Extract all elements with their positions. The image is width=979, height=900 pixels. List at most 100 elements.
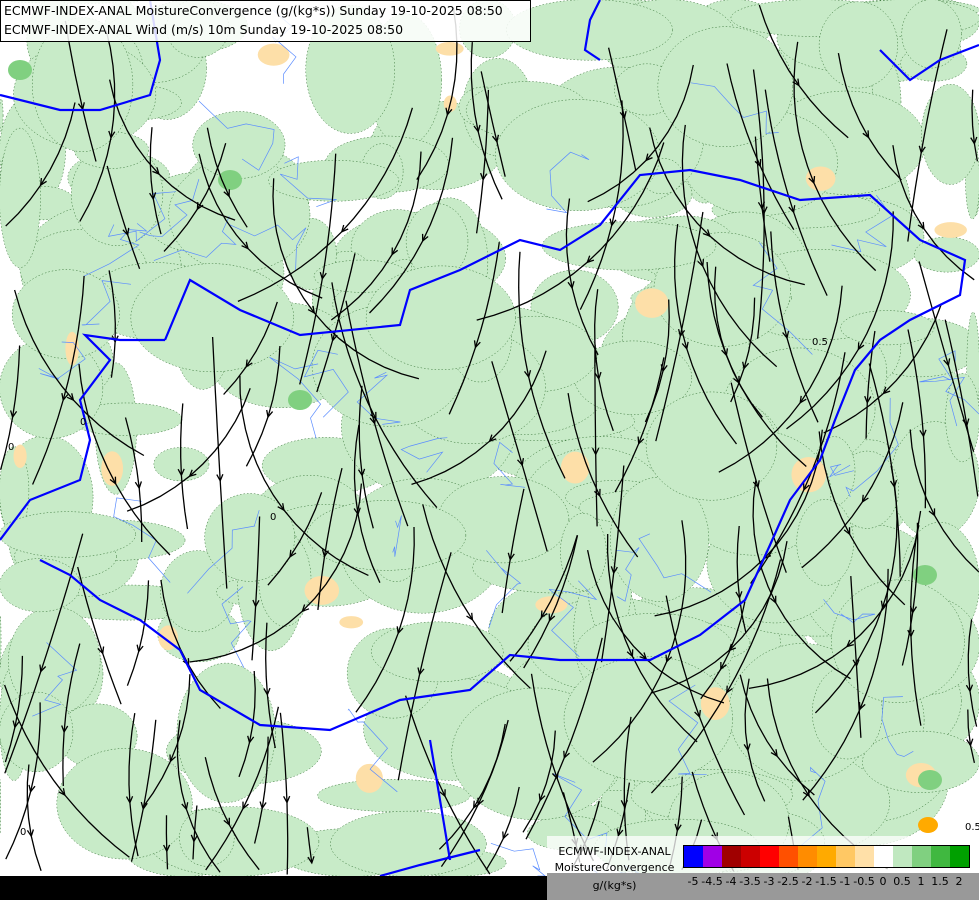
streamline <box>176 720 221 873</box>
river <box>113 497 171 583</box>
streamline-arrow <box>247 735 255 744</box>
streamline-arrow <box>259 801 267 810</box>
streamline <box>793 41 877 272</box>
streamline-arrow <box>188 469 197 478</box>
legend-tick-label: -4.5 <box>701 875 723 888</box>
legend-tick-label: 0 <box>879 875 887 888</box>
streamline-arrow <box>609 218 617 227</box>
streamline <box>944 319 979 497</box>
streamline-arrow <box>697 259 705 268</box>
legend-tick-label: -2.5 <box>777 875 799 888</box>
streamline-arrow <box>369 411 377 421</box>
streamline <box>192 805 198 860</box>
river <box>81 280 132 326</box>
streamline-arrow <box>163 844 171 853</box>
streamline <box>910 510 922 726</box>
streamline-arrow <box>245 359 253 368</box>
streamline-arrow <box>134 481 143 490</box>
streamline <box>592 520 687 763</box>
river <box>752 242 813 355</box>
streamline <box>594 289 614 432</box>
streamline-arrow <box>479 172 488 182</box>
streamline <box>485 786 520 871</box>
divergence-area <box>435 41 464 56</box>
contour-label: 0.5 <box>812 337 828 348</box>
streamline-arrow <box>857 342 865 351</box>
streamline-arrow <box>417 667 425 676</box>
legend-unit: g/(kg*s) <box>592 879 637 892</box>
streamline-arrow <box>39 178 47 187</box>
streamline <box>530 673 594 862</box>
streamline-arrow <box>970 136 978 146</box>
streamline <box>518 251 566 479</box>
legend-title-model: ECMWF-INDEX-ANAL <box>558 845 671 858</box>
streamline <box>907 29 948 242</box>
river <box>38 341 86 380</box>
rivers <box>32 9 979 876</box>
streamline-arrow <box>391 247 399 256</box>
legend-swatch <box>798 846 817 867</box>
convergence-area <box>0 558 81 613</box>
convergence-area <box>317 779 471 812</box>
streamline <box>525 637 603 840</box>
title-moisture-convergence: ECMWF-INDEX-ANAL MoistureConvergence (g/… <box>4 3 503 18</box>
streamline <box>299 153 337 385</box>
streamline <box>124 417 143 543</box>
streamline-arrow <box>742 361 750 370</box>
streamline-arrow <box>909 605 918 614</box>
streamline-arrow <box>660 364 668 373</box>
legend-tick-label: -1.5 <box>815 875 837 888</box>
legend-swatch <box>703 846 722 867</box>
streamline <box>355 526 415 713</box>
streamline-arrow <box>223 189 230 198</box>
streamline-arrow <box>882 386 891 395</box>
streamline <box>480 71 506 177</box>
streamline <box>279 712 289 875</box>
streamline <box>26 764 42 872</box>
streamline-arrow <box>674 823 682 833</box>
streamline <box>665 595 746 816</box>
convergence-area <box>901 0 962 69</box>
streamline-arrow <box>760 206 768 215</box>
country-border <box>39 168 967 732</box>
river <box>392 515 402 557</box>
streamline <box>211 336 228 589</box>
streamline <box>850 576 862 738</box>
streamline <box>128 712 139 857</box>
map-title: ECMWF-INDEX-ANAL MoistureConvergence (g/… <box>0 0 531 42</box>
streamline-arrow <box>283 795 291 804</box>
streamline <box>967 619 978 727</box>
streamline-arrow <box>319 272 327 281</box>
river <box>919 376 965 427</box>
streamline-arrow <box>140 801 148 811</box>
streamline <box>0 345 21 470</box>
river <box>546 151 590 214</box>
river <box>198 100 275 171</box>
legend-swatch <box>779 846 798 867</box>
streamline-arrow <box>770 749 778 758</box>
divergence-area <box>560 451 590 484</box>
streamline <box>126 388 251 512</box>
strong-convergence-area <box>918 770 942 790</box>
streamline <box>253 736 269 844</box>
streamline <box>744 678 766 802</box>
streamline <box>476 142 665 321</box>
divergence-area <box>257 43 290 66</box>
streamline-arrow <box>677 328 686 338</box>
legend-swatch <box>874 846 893 867</box>
streamline-arrow <box>9 410 18 419</box>
streamline-arrow <box>61 725 69 734</box>
streamline-arrow <box>619 110 627 120</box>
streamline <box>79 30 116 222</box>
streamline-arrow <box>473 124 481 134</box>
streamline <box>126 580 150 686</box>
river <box>279 156 337 208</box>
streamline-arrow <box>517 457 525 467</box>
country-border <box>0 0 162 112</box>
streamline-arrow <box>330 333 338 342</box>
river <box>548 580 598 658</box>
river <box>638 533 712 593</box>
legend-swatch <box>950 846 969 867</box>
streamline-arrow <box>852 659 860 668</box>
